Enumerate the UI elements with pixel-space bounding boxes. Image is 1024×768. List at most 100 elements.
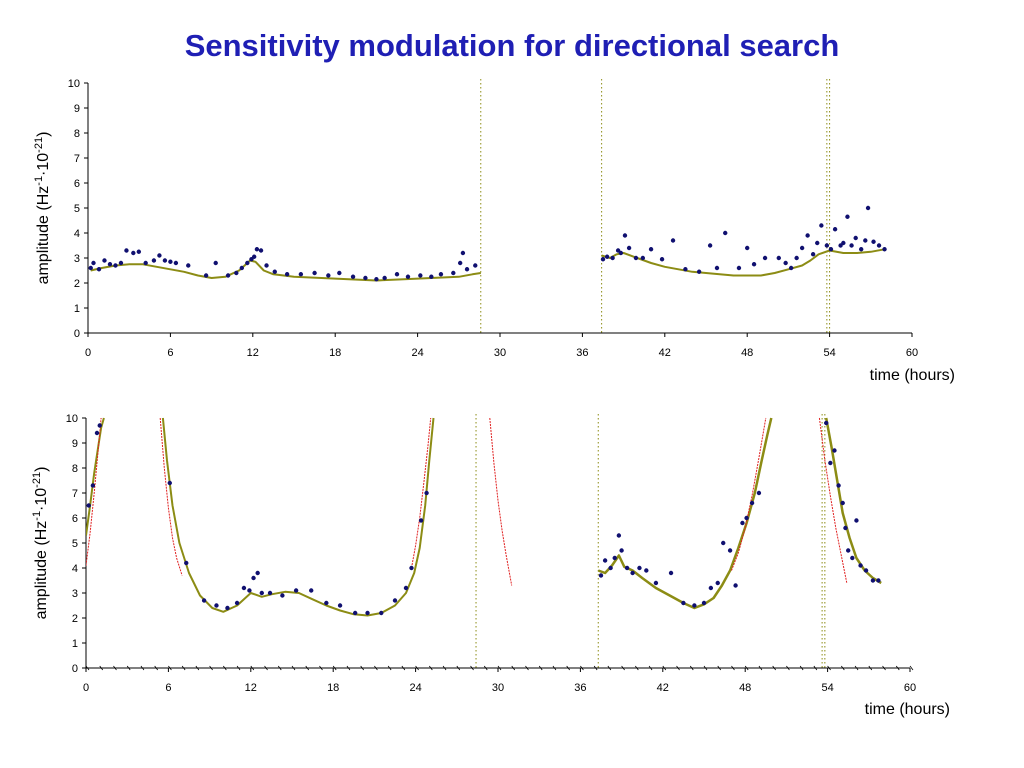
- x-tick-label: 18: [329, 347, 341, 359]
- y-tick-label: 9: [72, 438, 78, 450]
- y-tick-label: 7: [72, 488, 78, 500]
- x-minor-tick: [689, 665, 694, 671]
- data-point: [602, 558, 608, 563]
- data-point: [733, 583, 738, 588]
- x-minor-tick: [717, 665, 722, 671]
- data-point: [309, 588, 314, 593]
- data-point: [876, 243, 882, 248]
- y-tick-label: 6: [72, 513, 78, 525]
- sensitivity-curve: [824, 417, 882, 585]
- page-title: Sensitivity modulation for directional s…: [184, 28, 840, 63]
- x-minor-tick: [332, 665, 337, 671]
- x-minor-tick: [264, 665, 268, 671]
- data-point: [392, 598, 398, 603]
- data-point: [251, 254, 257, 259]
- data-point: [756, 490, 762, 496]
- x-tick-label: 18: [327, 682, 339, 694]
- data-point: [254, 247, 260, 252]
- red-curve: [159, 417, 183, 576]
- red-curve: [731, 417, 767, 571]
- y-tick-label: 10: [66, 413, 78, 425]
- data-point: [819, 223, 824, 228]
- data-point: [828, 460, 833, 466]
- x-minor-tick: [360, 665, 364, 671]
- data-point: [424, 490, 429, 496]
- data-point: [608, 565, 613, 571]
- data-point: [600, 257, 606, 262]
- y-tick-label: 4: [74, 228, 80, 240]
- data-point: [245, 260, 250, 266]
- x-minor-tick: [236, 665, 241, 671]
- x-minor-tick: [319, 665, 323, 671]
- data-point: [239, 265, 245, 271]
- x-minor-tick: [442, 665, 447, 671]
- data-point: [637, 565, 642, 571]
- data-point: [143, 260, 148, 266]
- data-point: [751, 262, 757, 267]
- data-point: [865, 205, 871, 211]
- data-point: [610, 255, 615, 261]
- data-point: [418, 273, 423, 278]
- data-point: [882, 247, 887, 252]
- x-minor-tick: [85, 665, 90, 671]
- data-point: [876, 578, 881, 583]
- data-point: [213, 260, 218, 266]
- red-curve: [86, 417, 102, 566]
- data-point: [841, 240, 846, 246]
- x-minor-tick: [552, 665, 557, 671]
- data-point: [815, 240, 820, 246]
- data-point: [118, 260, 124, 266]
- x-minor-tick: [538, 665, 543, 671]
- data-point: [850, 555, 855, 561]
- data-point: [616, 533, 622, 538]
- x-minor-tick: [401, 665, 406, 671]
- x-tick-label: 0: [85, 347, 91, 359]
- red-curve: [818, 417, 848, 584]
- data-point: [86, 503, 91, 508]
- x-minor-tick: [277, 665, 282, 671]
- x-minor-tick: [195, 665, 200, 671]
- x-minor-tick: [99, 665, 104, 671]
- x-tick-label: 6: [165, 682, 171, 694]
- data-point: [298, 272, 304, 277]
- sensitivity-curve: [86, 417, 105, 536]
- data-point: [644, 568, 649, 573]
- x-minor-tick: [827, 665, 831, 671]
- data-point: [745, 245, 750, 251]
- data-point: [272, 269, 277, 274]
- x-minor-tick: [374, 665, 378, 671]
- data-point: [832, 227, 838, 232]
- data-point: [776, 255, 781, 261]
- data-point: [247, 588, 252, 593]
- data-point: [280, 593, 285, 598]
- data-point: [451, 270, 456, 276]
- data-point: [832, 448, 837, 453]
- data-point: [715, 580, 720, 586]
- y-axis-label: amplitude (Hz-1·10-21): [31, 467, 50, 620]
- data-point: [324, 600, 329, 606]
- x-minor-tick: [841, 665, 845, 671]
- data-point: [113, 263, 118, 268]
- x-axis-label: time (hours): [870, 367, 955, 384]
- data-point: [744, 515, 749, 521]
- y-tick-label: 9: [74, 103, 80, 115]
- data-point: [692, 603, 697, 608]
- x-minor-tick: [511, 665, 516, 671]
- x-minor-tick: [168, 665, 172, 671]
- data-point: [783, 260, 788, 266]
- y-tick-label: 8: [72, 463, 78, 475]
- x-minor-tick: [635, 665, 639, 671]
- x-tick-label: 54: [821, 682, 833, 694]
- x-minor-tick: [621, 665, 625, 671]
- x-minor-tick: [607, 665, 612, 671]
- data-point: [670, 238, 676, 243]
- x-minor-tick: [593, 665, 598, 671]
- x-tick-label: 30: [492, 682, 504, 694]
- data-point: [714, 265, 720, 271]
- data-point: [429, 274, 434, 279]
- sensitivity-curve: [597, 417, 773, 610]
- x-minor-tick: [909, 665, 914, 671]
- x-minor-tick: [868, 665, 873, 671]
- data-point: [824, 420, 829, 426]
- data-point: [157, 253, 162, 258]
